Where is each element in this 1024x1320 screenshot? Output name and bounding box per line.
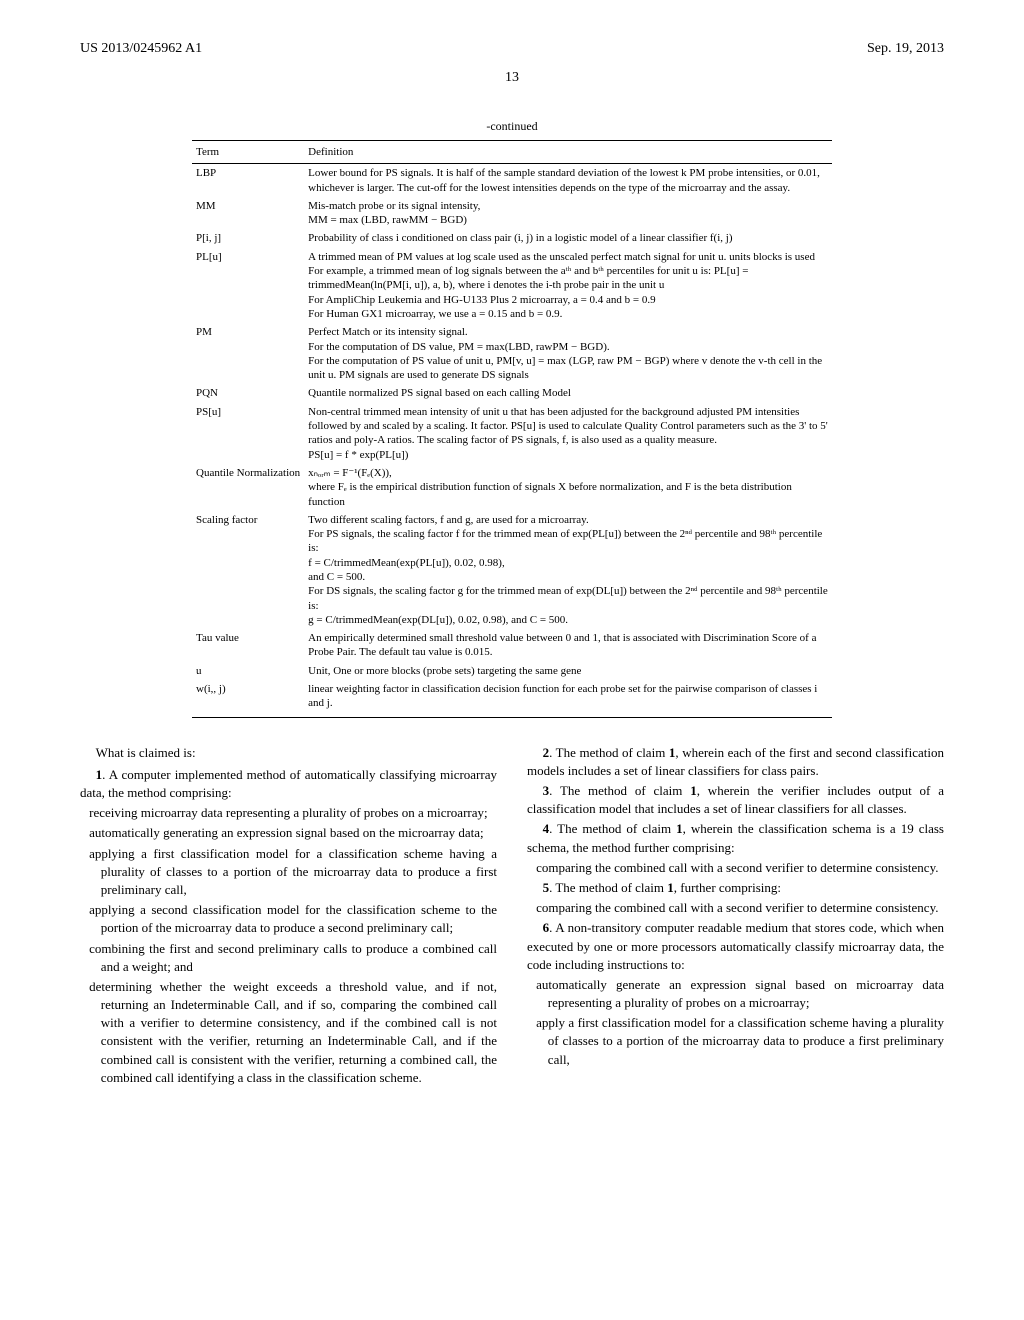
claim-paragraph: 1. A computer implemented method of auto… [80, 766, 497, 802]
claim-sub-paragraph: combining the first and second prelimina… [80, 940, 497, 976]
claim-paragraph: 3. The method of claim 1, wherein the ve… [527, 782, 944, 818]
table-row: Scaling factorTwo different scaling fact… [192, 511, 832, 629]
claim-paragraph: 2. The method of claim 1, wherein each o… [527, 744, 944, 780]
table-head-row: Term Definition [192, 140, 832, 163]
term-cell: Quantile Normalization [192, 464, 304, 511]
definition-cell: An empirically determined small threshol… [304, 629, 832, 662]
definition-cell: Two different scaling factors, f and g, … [304, 511, 832, 629]
table-row: P[i, j]Probability of class i conditione… [192, 229, 832, 247]
term-cell: LBP [192, 164, 304, 197]
term-cell: PL[u] [192, 248, 304, 323]
term-cell: Scaling factor [192, 511, 304, 629]
patent-number: US 2013/0245962 A1 [80, 40, 202, 59]
term-cell: u [192, 662, 304, 680]
claim-sub-paragraph: determining whether the weight exceeds a… [80, 978, 497, 1087]
table-row: MMMis-match probe or its signal intensit… [192, 197, 832, 230]
table-row: LBPLower bound for PS signals. It is hal… [192, 164, 832, 197]
table-row: PL[u]A trimmed mean of PM values at log … [192, 248, 832, 323]
definition-cell: A trimmed mean of PM values at log scale… [304, 248, 832, 323]
definition-cell: Mis-match probe or its signal intensity,… [304, 197, 832, 230]
claim-sub-paragraph: receiving microarray data representing a… [80, 804, 497, 822]
claim-sub-paragraph: applying a first classification model fo… [80, 845, 497, 900]
definition-cell: Perfect Match or its intensity signal.Fo… [304, 323, 832, 384]
term-cell: Tau value [192, 629, 304, 662]
continued-label: -continued [80, 118, 944, 134]
head-term: Term [192, 140, 304, 163]
term-cell: PS[u] [192, 403, 304, 464]
page-number: 13 [80, 69, 944, 88]
claim-sub-paragraph: automatically generating an expression s… [80, 824, 497, 842]
term-cell: MM [192, 197, 304, 230]
definition-cell: Non-central trimmed mean intensity of un… [304, 403, 832, 464]
table-row: w(i,, j)linear weighting factor in class… [192, 680, 832, 717]
claims-columns: What is claimed is: 1. A computer implem… [80, 744, 944, 1089]
term-cell: PM [192, 323, 304, 384]
head-def: Definition [304, 140, 832, 163]
term-cell: P[i, j] [192, 229, 304, 247]
claim-paragraph: 6. A non-transitory computer readable me… [527, 919, 944, 974]
right-column: 2. The method of claim 1, wherein each o… [527, 744, 944, 1089]
terms-table: Term Definition LBPLower bound for PS si… [192, 140, 832, 718]
claim-sub-paragraph: automatically generate an expression sig… [527, 976, 944, 1012]
claim-paragraph: 4. The method of claim 1, wherein the cl… [527, 820, 944, 856]
table-row: Quantile Normalizationxₙₒᵣₘ = F⁻¹(Fₑ(X))… [192, 464, 832, 511]
definition-cell: Unit, One or more blocks (probe sets) ta… [304, 662, 832, 680]
page-header: US 2013/0245962 A1 Sep. 19, 2013 [80, 40, 944, 59]
definition-cell: Quantile normalized PS signal based on e… [304, 384, 832, 402]
term-cell: w(i,, j) [192, 680, 304, 717]
table-row: uUnit, One or more blocks (probe sets) t… [192, 662, 832, 680]
claim-paragraph: 5. The method of claim 1, further compri… [527, 879, 944, 897]
claims-intro: What is claimed is: [80, 744, 497, 762]
claim-sub-paragraph: comparing the combined call with a secon… [527, 899, 944, 917]
table-row: PQNQuantile normalized PS signal based o… [192, 384, 832, 402]
definition-cell: Lower bound for PS signals. It is half o… [304, 164, 832, 197]
claim-sub-paragraph: applying a second classification model f… [80, 901, 497, 937]
claim-sub-paragraph: apply a first classification model for a… [527, 1014, 944, 1069]
table-row: Tau valueAn empirically determined small… [192, 629, 832, 662]
definition-cell: Probability of class i conditioned on cl… [304, 229, 832, 247]
term-cell: PQN [192, 384, 304, 402]
definition-cell: xₙₒᵣₘ = F⁻¹(Fₑ(X)),where Fₑ is the empir… [304, 464, 832, 511]
definition-cell: linear weighting factor in classificatio… [304, 680, 832, 717]
left-column: What is claimed is: 1. A computer implem… [80, 744, 497, 1089]
patent-date: Sep. 19, 2013 [867, 40, 944, 59]
table-row: PMPerfect Match or its intensity signal.… [192, 323, 832, 384]
table-row: PS[u]Non-central trimmed mean intensity … [192, 403, 832, 464]
claim-sub-paragraph: comparing the combined call with a secon… [527, 859, 944, 877]
